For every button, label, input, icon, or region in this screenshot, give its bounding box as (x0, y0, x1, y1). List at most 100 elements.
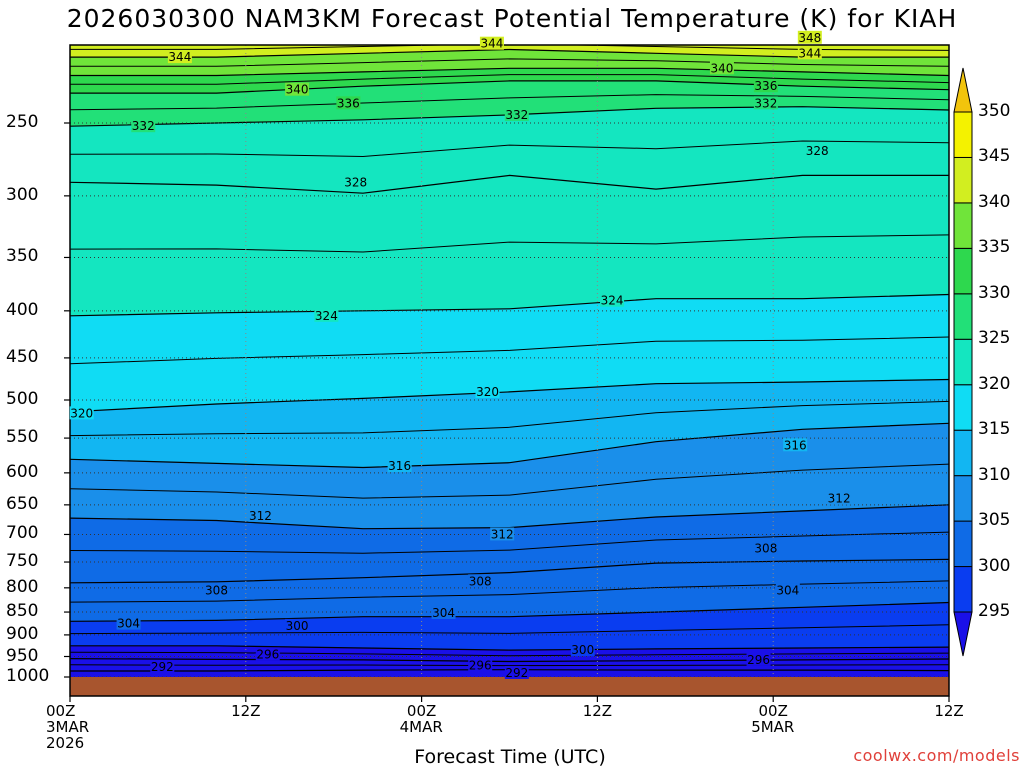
x-tick-label: 00Z 5MAR (733, 703, 813, 735)
contour-label: 304 (432, 606, 455, 620)
x-tick-line: 00Z (406, 702, 437, 720)
colorbar-block-350 (953, 111, 973, 158)
contour-322 (70, 336, 949, 365)
contour-label: 308 (469, 574, 492, 588)
contour-label: 328 (344, 175, 367, 189)
colorbar-block-345 (953, 156, 973, 204)
colorbar-block-330 (953, 293, 973, 340)
contour-label-bg-18 (753, 541, 778, 555)
contour-314 (70, 463, 949, 499)
x-axis-title: Forecast Time (UTC) (414, 746, 606, 768)
contour-label-bg-24 (255, 647, 280, 661)
y-tick-label: 950 (6, 645, 39, 666)
contour-label: 324 (601, 294, 624, 308)
contour-label-bg-6 (343, 175, 368, 189)
y-tick-label: 500 (6, 389, 39, 409)
contour-label: 340 (710, 61, 733, 75)
contour-label: 344 (168, 50, 191, 64)
contour-label: 312 (828, 492, 851, 506)
x-tick-line: 2026 (46, 734, 85, 752)
contour-label-bg-30 (797, 46, 822, 60)
contour-label-bg-27 (150, 659, 175, 673)
contour-label: 336 (754, 79, 777, 93)
y-tick-label: 650 (6, 493, 39, 514)
colorbar-label: 350 (978, 101, 1011, 121)
contour-label-bg-22 (285, 618, 310, 632)
contour-label-bg-7 (314, 308, 339, 322)
contour-label: 312 (249, 509, 272, 523)
contour-label-bg-34 (805, 143, 830, 157)
contour-label: 332 (132, 119, 155, 133)
contour-326 (70, 234, 949, 253)
contour-label: 296 (747, 653, 770, 667)
contour-label: 308 (754, 541, 777, 555)
x-tick-line: 12Z (231, 702, 261, 720)
contour-label-bg-31 (709, 61, 734, 75)
colorbar-block-305 (953, 520, 973, 568)
colorbar-block-320 (953, 384, 973, 431)
contour-336 (70, 80, 949, 94)
x-tick-label: 12Z (206, 703, 286, 719)
ground-strip (70, 677, 949, 696)
y-tick-label: 600 (6, 461, 39, 482)
y-tick-label: 750 (6, 551, 39, 572)
contour-label: 304 (776, 583, 799, 597)
colorbar-label: 330 (978, 282, 1011, 303)
contour-label-bg-26 (746, 652, 771, 666)
y-tick-label: 250 (6, 112, 39, 132)
contour-label: 348 (798, 31, 821, 45)
y-tick-label: 300 (6, 184, 39, 205)
x-tick-label: 00Z 4MAR (382, 703, 462, 735)
colorbar-block-335 (953, 247, 973, 295)
colorbar-block-315 (953, 429, 973, 477)
colorbar-label: 295 (978, 601, 1011, 621)
y-tick-label: 550 (6, 427, 39, 448)
y-tick-label: 450 (6, 346, 39, 367)
contour-label-bg-1 (285, 82, 310, 96)
contour-label-bg-3 (131, 119, 156, 133)
contour-294 (70, 664, 949, 667)
colorbar-label: 320 (978, 373, 1011, 394)
contour-label-bg-23 (570, 643, 595, 657)
contour-label-bg-2 (336, 96, 361, 110)
contour-320 (70, 378, 949, 413)
chart-title: 2026030300 NAM3KM Forecast Potential Tem… (66, 4, 958, 33)
contour-label: 316 (388, 459, 411, 473)
x-tick-line: 4MAR (399, 718, 443, 736)
x-tick-line: 12Z (934, 702, 964, 720)
contour-label: 304 (117, 617, 140, 631)
x-tick-label: 12Z (557, 703, 637, 719)
contour-label-bg-15 (827, 491, 852, 505)
contour-label-bg-21 (775, 583, 800, 597)
contour-label-bg-4 (479, 36, 504, 50)
contour-328 (70, 174, 949, 194)
colorbar-label: 305 (978, 510, 1011, 531)
source-credit[interactable]: coolwx.com/models (853, 746, 1020, 765)
contour-label-bg-33 (753, 96, 778, 110)
y-tick-label: 400 (6, 299, 39, 320)
contour-label: 292 (505, 666, 528, 680)
contour-label-bg-13 (248, 508, 273, 522)
contour-label-bg-28 (504, 665, 529, 679)
colorbar-label: 315 (978, 419, 1011, 440)
contour-334 (70, 94, 949, 111)
contour-340 (70, 67, 949, 77)
contour-label-bg-14 (490, 527, 515, 541)
contour-304 (70, 601, 949, 622)
contour-label: 344 (798, 46, 821, 60)
contour-300 (70, 645, 949, 651)
contour-310 (70, 531, 949, 554)
contour-338 (70, 74, 949, 85)
x-tick-line: 00Z (758, 702, 788, 720)
contour-label-bg-32 (753, 79, 778, 93)
contour-label: 300 (571, 643, 594, 657)
x-tick-line: 3MAR (46, 718, 90, 736)
y-tick-label: 900 (6, 623, 39, 644)
contour-296 (70, 658, 949, 663)
contour-302 (70, 624, 949, 635)
y-tick-label: 700 (6, 523, 39, 544)
contour-label-bg-10 (475, 384, 500, 398)
contour-label: 324 (315, 309, 338, 323)
contour-308 (70, 558, 949, 584)
